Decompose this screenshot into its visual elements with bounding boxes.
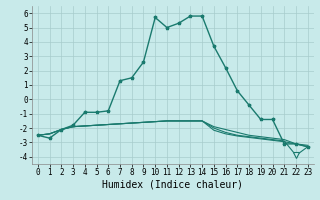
X-axis label: Humidex (Indice chaleur): Humidex (Indice chaleur) — [102, 180, 243, 190]
